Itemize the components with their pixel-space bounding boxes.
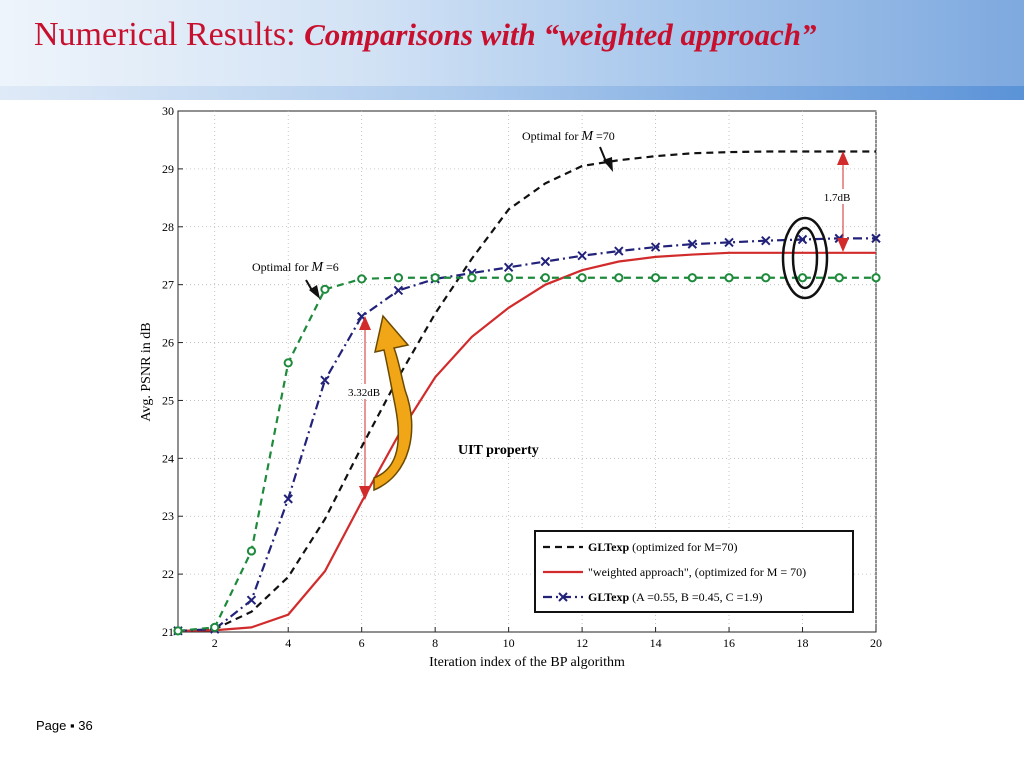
y-tick-label: 25 xyxy=(162,393,174,407)
gap-arrow-down-3-32db xyxy=(359,486,371,500)
x-tick-label: 8 xyxy=(432,636,438,650)
page-label: Page xyxy=(36,718,67,733)
series-layer xyxy=(173,150,881,636)
y-tick-label: 24 xyxy=(162,451,174,465)
title-banner-stripe xyxy=(0,86,1024,100)
series-4-point xyxy=(173,626,183,636)
x-tick-label: 10 xyxy=(503,636,515,650)
gap-arrow-up-3-32db xyxy=(359,316,371,330)
series-4-line xyxy=(177,276,876,632)
series-3-point xyxy=(283,494,293,504)
legend-rows: GLTexp (optimized for M=70) "weighted app… xyxy=(543,540,806,604)
x-tick-label: 20 xyxy=(870,636,882,650)
series-4-point xyxy=(871,273,881,283)
gap-arrow-up-1-7db xyxy=(837,151,849,165)
series-3-point xyxy=(724,237,734,248)
series-4-point xyxy=(430,273,440,283)
y-tick-label: 27 xyxy=(162,278,174,292)
annotation-arrowhead-m70 xyxy=(603,157,613,172)
x-axis-label: Iteration index of the BP algorithm xyxy=(429,655,625,670)
y-tick-label: 23 xyxy=(162,509,174,523)
series-4-point xyxy=(834,273,844,283)
highlight-ellipse-inner xyxy=(791,226,819,290)
series-3-point xyxy=(393,285,404,296)
gap-label-bg-1-7db xyxy=(818,189,856,204)
series-4-point xyxy=(797,273,808,283)
gap-label-bg-3-32db xyxy=(341,384,387,399)
series-3-point xyxy=(797,234,808,245)
series-3-point xyxy=(577,251,587,261)
legend-label: "weighted approach", (optimized for M = … xyxy=(588,565,806,579)
y-tick-label: 28 xyxy=(162,220,174,234)
uit-property-label: UIT property xyxy=(458,443,539,458)
series-3-point xyxy=(650,242,661,252)
page-bullet: ▪ xyxy=(70,718,75,733)
y-tick-label: 29 xyxy=(162,162,174,176)
series-4-point xyxy=(283,358,293,368)
series-4-point xyxy=(687,273,697,283)
x-tick-label: 14 xyxy=(650,636,662,650)
slide-title-main: Numerical Results: xyxy=(34,16,296,53)
series-3-point xyxy=(320,375,330,385)
legend-label: GLTexp (A =0.55, B =0.45, C =1.9) xyxy=(588,590,762,604)
legend-box xyxy=(534,530,854,613)
series-3-point xyxy=(246,595,257,605)
series-4-point xyxy=(357,274,367,284)
series-1-line xyxy=(177,150,876,632)
y-tick-label: 21 xyxy=(162,625,174,639)
series-4-point xyxy=(210,622,220,632)
x-tick-label: 18 xyxy=(797,636,809,650)
y-tick-label: 30 xyxy=(162,104,174,118)
gap-label-3-32db: 3.32dB xyxy=(348,387,380,399)
series-4-point xyxy=(614,273,624,283)
y-axis-label: Avg. PSNR in dB xyxy=(139,322,154,421)
highlight-ellipse-outer xyxy=(781,216,829,300)
series-3-point xyxy=(687,239,698,249)
series-4-point xyxy=(467,273,477,283)
series-2-line xyxy=(177,251,876,632)
slide-title: Numerical Results: Comparisons with “wei… xyxy=(34,16,817,54)
x-tick-label: 2 xyxy=(212,636,218,650)
series-4-point xyxy=(246,546,257,556)
grid-lines xyxy=(178,111,877,632)
series-4-point xyxy=(320,284,330,294)
title-banner xyxy=(0,0,1024,86)
series-4-point xyxy=(724,273,734,283)
series-3-point xyxy=(614,246,624,256)
legend-swatch-marker xyxy=(558,592,568,602)
annotation-arrowhead-m6 xyxy=(309,285,320,299)
x-tick-label: 6 xyxy=(359,636,365,650)
series-4-point xyxy=(393,273,404,283)
x-tick-label: 12 xyxy=(576,636,588,650)
series-4-point xyxy=(577,273,587,283)
gap-label-1-7db: 1.7dB xyxy=(824,192,851,204)
annotation-optimal-m6: Optimal for M =6 xyxy=(252,260,339,275)
series-4-point xyxy=(650,273,661,283)
series-4-point xyxy=(761,273,771,283)
uit-curved-arrow xyxy=(373,314,413,492)
page-footer: Page ▪ 36 xyxy=(36,718,93,733)
series-3-point xyxy=(503,262,514,273)
series-4-point xyxy=(540,273,550,283)
gap-arrow-down-1-7db xyxy=(837,238,849,252)
series-3-line xyxy=(177,237,876,632)
series-3-point xyxy=(540,256,551,267)
y-tick-label: 22 xyxy=(162,567,174,581)
series-3-point xyxy=(871,233,881,244)
y-tick-label: 26 xyxy=(162,336,174,350)
page-number: 36 xyxy=(78,718,93,733)
slide-title-sub: Comparisons with “weighted approach” xyxy=(304,17,817,52)
annotation-optimal-m70: Optimal for M =70 xyxy=(522,129,615,144)
x-tick-label: 16 xyxy=(723,636,735,650)
x-tick-label: 4 xyxy=(285,636,291,650)
series-4-point xyxy=(504,273,514,283)
series-3-point xyxy=(761,235,771,246)
legend-label: GLTexp (optimized for M=70) xyxy=(588,540,738,554)
